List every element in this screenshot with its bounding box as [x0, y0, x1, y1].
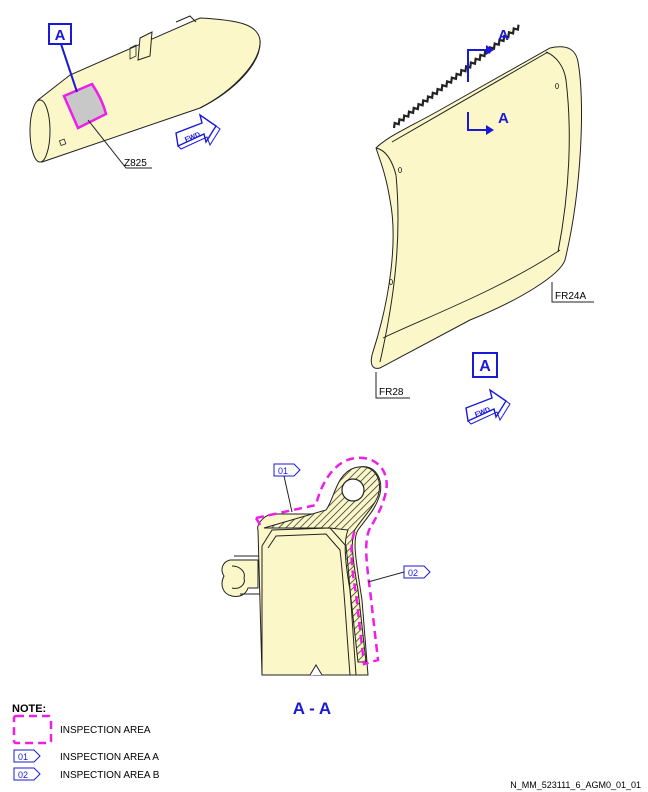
panel-body: [370, 46, 583, 369]
tag-area-a-text: 01: [278, 466, 288, 476]
callout-a-text-panel: A: [479, 358, 491, 375]
section-inner-profile-1: [261, 527, 357, 676]
panel-top-edge: [391, 51, 549, 143]
legend-tag-a-text: 01: [18, 752, 28, 762]
fuselage-small-panel: [58, 138, 67, 147]
tag-area-b-text: 02: [408, 568, 418, 578]
frame-aft-leader: [551, 282, 594, 303]
panel-crease: [382, 249, 561, 339]
legend-tag-b-text: 02: [18, 770, 28, 780]
legend-area-a-label: INSPECTION AREA A: [60, 752, 159, 763]
fuselage-nose-line: [199, 39, 261, 109]
frame-aft-label: FR24A: [555, 291, 586, 302]
section-hatched-area: [263, 466, 380, 663]
section-fastener-hole: [341, 478, 365, 502]
section-title: A - A: [293, 699, 331, 718]
section-arrow-label-upper: A: [498, 27, 509, 44]
section-inner-profile-2: [267, 533, 351, 676]
section-cut-marker: A A: [467, 27, 509, 135]
inspection-area-a-outline-inner: [254, 517, 264, 529]
fuselage-view: A Z825: [29, 15, 261, 169]
section-clip: [221, 559, 259, 597]
frame-fwd-label: FR28: [379, 387, 404, 398]
inspection-area-a-outline: [255, 456, 388, 529]
legend-inspection-area: INSPECTION AREA: [60, 725, 151, 736]
legend-tag-a-shape: [13, 749, 41, 763]
fwd-arrow-right-shape: [465, 388, 507, 423]
panel-hole-2: [555, 83, 559, 89]
callout-a-text-top: A: [55, 27, 66, 44]
panel-serrated-edge: [392, 24, 520, 129]
note-heading: NOTE:: [12, 703, 46, 715]
panel-hole-3: [389, 279, 393, 285]
section-a-a-view: 01 02 A - A: [221, 456, 431, 718]
zone-label: Z825: [124, 158, 147, 169]
panel-right-flange: [545, 51, 570, 253]
legend-dashed-box: [12, 714, 53, 745]
inspection-area-b-outline: [350, 527, 380, 666]
frame-fwd-leader: [375, 372, 410, 399]
legend-area-b-label: INSPECTION AREA B: [60, 770, 160, 781]
fwd-arrow-right: FWD: [465, 388, 511, 425]
callout-a-box-panel: [472, 352, 498, 378]
fuselage-door-mark: [129, 44, 137, 60]
nose-detail: [175, 15, 197, 23]
tag-area-a: 01: [273, 463, 301, 513]
inspection-zone-shading: [62, 82, 108, 130]
fwd-arrow-left-shape: [175, 113, 217, 148]
panel-left-flange: [375, 147, 399, 363]
callout-a-leader: [60, 43, 78, 93]
cockpit-window: [137, 31, 153, 61]
callout-a-box-top: [48, 23, 72, 45]
zone-leader: [87, 119, 152, 169]
fwd-arrow-left: FWD: [175, 113, 221, 150]
section-bottom-notch: [309, 664, 323, 676]
note-legend: NOTE: INSPECTION AREA 01 INSPECTION AREA…: [12, 703, 160, 781]
panel-hole-1: [398, 167, 402, 173]
legend-tag-b-shape: [13, 767, 41, 781]
frame-panel-view: A A FR24A FR28 A: [370, 24, 594, 399]
tag-area-b: 02: [367, 565, 431, 583]
drawing-id: N_MM_523111_6_AGM0_01_01: [510, 780, 641, 790]
fuselage-aft-end: [29, 99, 51, 163]
section-arrow-label-lower: A: [498, 110, 509, 127]
